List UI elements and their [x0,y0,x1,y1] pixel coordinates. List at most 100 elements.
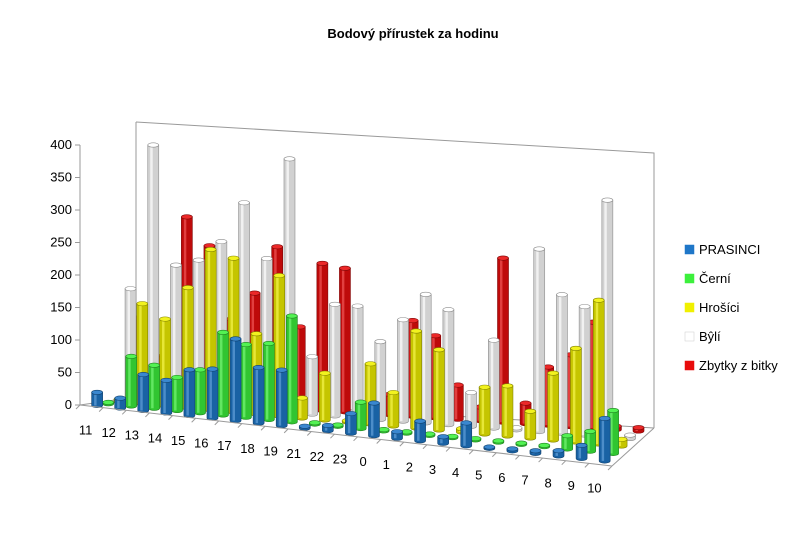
bar [501,383,514,439]
legend-swatch [684,302,695,313]
x-tick-label: 21 [287,446,301,461]
back-wall-edge [135,121,655,428]
x-tick-mark [584,462,590,468]
bar [275,367,288,429]
y-tick-label: 350 [50,170,72,185]
bar [460,420,473,449]
y-tick-label: 50 [58,365,72,380]
chart-bars [91,142,645,464]
bar [345,411,357,436]
y-tick-label: 200 [50,267,72,282]
y-tick-label: 150 [50,300,72,315]
y-axis: 0 50 100 150 200 250 300 350 400 [50,137,81,412]
bar [296,395,308,421]
x-tick-mark [168,415,173,420]
x-tick-label: 2 [406,459,413,474]
bar [570,345,582,445]
bar [446,433,459,441]
bar [575,442,588,461]
bar [102,399,115,407]
bar [478,384,491,437]
bar [286,313,298,425]
bar [483,444,496,451]
bar [322,422,334,434]
bar [414,418,426,444]
y-tick-label: 100 [50,332,72,347]
x-tick-label: 1 [383,457,390,472]
bar [538,442,551,450]
y-tick-label: 0 [65,397,72,412]
x-tick-mark [515,455,520,460]
x-tick-label: 3 [429,462,436,477]
x-tick-label: 14 [148,430,162,445]
legend: PRASINCI Černí Hrošíci Bŷlí Zbytky z bitky [684,242,778,373]
x-tick-label: 17 [217,438,231,453]
legend-label: PRASINCI [699,242,760,257]
legend-item: Bŷlí [684,329,721,344]
x-tick-label: 8 [545,475,552,490]
bar [387,390,400,429]
x-tick-mark [491,452,497,458]
bar [263,341,275,423]
right-floor-edge [611,427,655,467]
x-axis: 11 12 13 14 15 16 17 18 19 21 22 23 0 1 2 3 4 5 6 7 8 9 10 [75,404,613,496]
bar [306,354,318,417]
x-tick-mark [468,449,474,455]
legend-label: Hrošíci [699,300,740,315]
y-tick-label: 250 [50,235,72,250]
x-tick-label: 6 [498,470,505,485]
legend-swatch [684,244,695,255]
bar [624,432,636,441]
x-tick-mark [145,412,150,418]
x-tick-mark [422,444,428,450]
x-tick-label: 18 [240,441,254,456]
x-axis-line [79,404,613,467]
legend-swatch [684,273,695,284]
bar [452,382,464,422]
x-tick-label: 16 [194,436,208,451]
bar [391,429,403,441]
legend-label: Černí [699,271,731,286]
bar [339,265,351,415]
bar [377,427,390,434]
bar [533,246,546,435]
x-tick-label: 22 [310,449,324,464]
bar [547,370,559,443]
bar [632,425,645,434]
bar [529,448,542,456]
legend-label: Zbytky z bitky [699,358,778,373]
x-tick-mark [283,428,289,434]
bar [437,434,449,446]
bar [598,415,611,464]
legend-item: Zbytky z bitky [684,358,778,373]
legend-swatch [684,360,695,371]
bar [183,367,196,419]
legend-swatch [684,331,695,342]
bar [217,329,229,418]
x-tick-mark [214,420,220,426]
x-tick-mark [237,423,243,428]
bar [240,342,252,420]
bar [329,301,341,419]
bar [368,400,380,439]
x-tick-mark [121,409,127,415]
y-tick-label: 400 [50,137,72,152]
bar [160,377,173,416]
bar [319,370,331,423]
bar [510,425,523,433]
x-tick-label: 11 [79,422,93,437]
x-tick-label: 13 [125,428,139,443]
x-tick-mark [191,417,197,423]
legend-item: PRASINCI [684,242,760,257]
x-tick-label: 0 [360,454,367,469]
legend-item: Hrošíci [684,300,740,315]
x-tick-label: 7 [521,473,528,488]
x-tick-mark [538,457,543,463]
bar [465,390,477,429]
y-tick-label: 300 [50,202,72,217]
x-tick-label: 23 [333,452,347,467]
bar [354,399,367,432]
bar [229,336,242,424]
bar [561,433,574,452]
